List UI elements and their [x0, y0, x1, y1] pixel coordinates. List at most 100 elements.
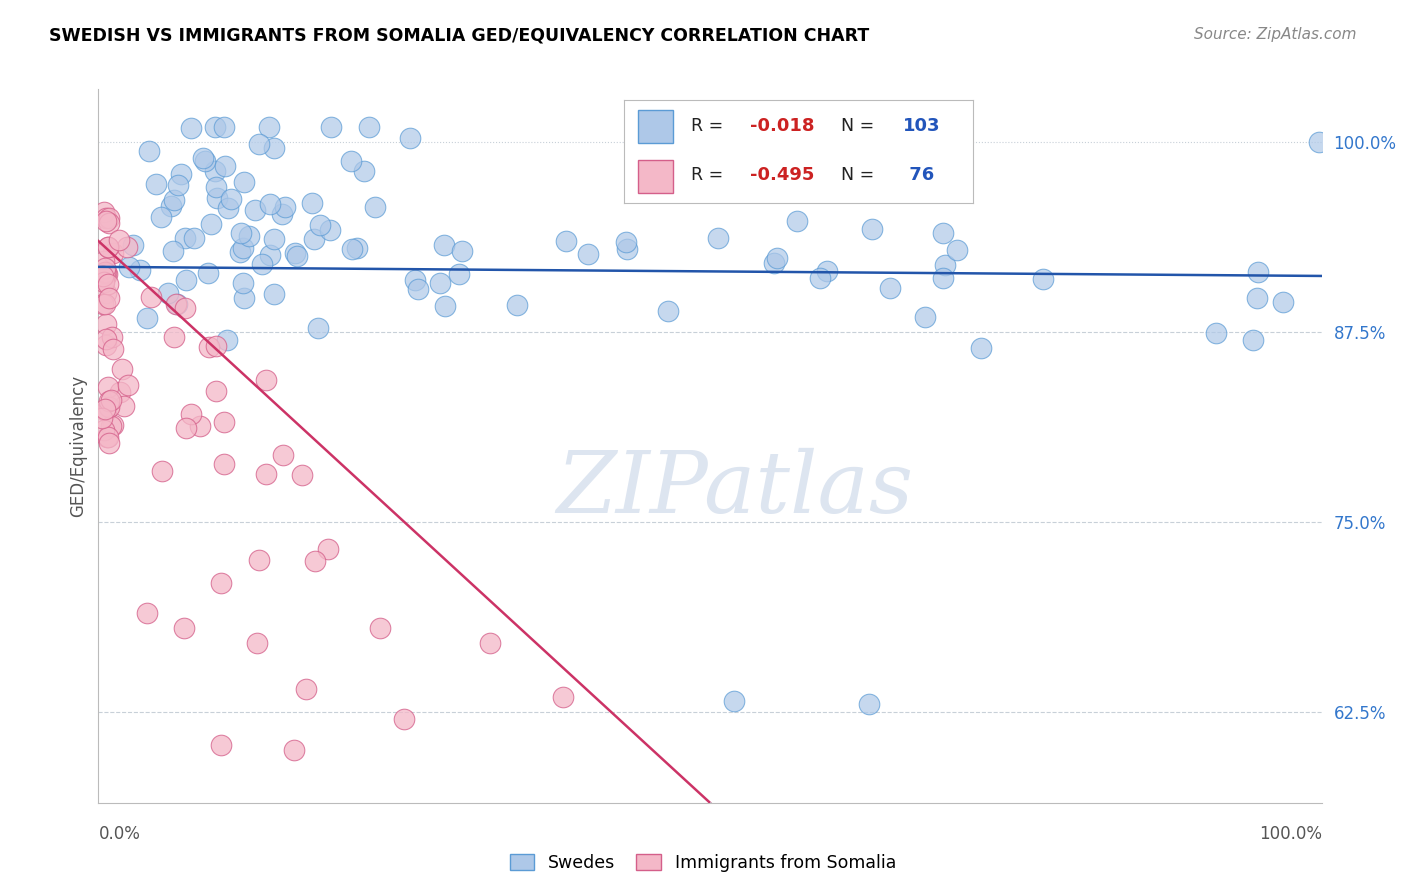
- Point: [295, 681, 318, 696]
- Point: [122, 238, 145, 252]
- Point: [553, 690, 575, 704]
- Point: [238, 229, 260, 244]
- Point: [433, 238, 456, 252]
- Point: [117, 378, 139, 392]
- Text: Source: ZipAtlas.com: Source: ZipAtlas.com: [1194, 27, 1357, 42]
- Point: [112, 399, 135, 413]
- Point: [555, 235, 578, 249]
- Point: [217, 333, 239, 347]
- Point: [766, 251, 789, 265]
- Point: [173, 301, 195, 315]
- Point: [263, 286, 285, 301]
- Point: [914, 310, 936, 324]
- Point: [209, 738, 232, 752]
- Point: [93, 272, 115, 286]
- Point: [205, 191, 228, 205]
- Point: [342, 242, 364, 256]
- Text: 100.0%: 100.0%: [1258, 825, 1322, 843]
- Point: [447, 267, 470, 281]
- Point: [96, 213, 118, 227]
- Point: [93, 254, 115, 268]
- Point: [188, 419, 211, 434]
- Point: [98, 211, 121, 225]
- Point: [97, 240, 120, 254]
- Point: [368, 621, 391, 635]
- Point: [229, 226, 252, 240]
- Point: [97, 430, 120, 444]
- Point: [194, 154, 217, 169]
- Point: [209, 575, 232, 590]
- Point: [879, 281, 901, 295]
- Point: [304, 554, 326, 568]
- Point: [243, 203, 266, 218]
- Point: [103, 342, 125, 356]
- Point: [318, 223, 340, 237]
- Point: [141, 290, 163, 304]
- Point: [862, 222, 884, 236]
- Point: [160, 199, 183, 213]
- Point: [1241, 333, 1264, 347]
- Point: [232, 291, 254, 305]
- Point: [291, 468, 314, 483]
- Point: [339, 153, 361, 168]
- Point: [307, 320, 329, 334]
- Point: [283, 742, 305, 756]
- Point: [478, 636, 501, 650]
- Point: [1271, 295, 1294, 310]
- Point: [191, 151, 214, 165]
- Point: [274, 200, 297, 214]
- Point: [263, 141, 285, 155]
- Point: [162, 244, 184, 259]
- Point: [404, 273, 426, 287]
- Point: [576, 247, 599, 261]
- Point: [250, 257, 273, 271]
- Point: [93, 275, 115, 289]
- Point: [165, 297, 187, 311]
- Point: [94, 286, 117, 301]
- Point: [163, 193, 186, 207]
- Point: [506, 297, 529, 311]
- Point: [219, 192, 242, 206]
- Point: [180, 407, 202, 421]
- Point: [98, 216, 121, 230]
- Point: [214, 159, 236, 173]
- Point: [96, 380, 118, 394]
- Point: [616, 242, 638, 256]
- Point: [363, 200, 385, 214]
- Point: [94, 318, 117, 332]
- Point: [259, 248, 281, 262]
- Point: [97, 401, 120, 415]
- Point: [96, 266, 118, 280]
- Point: [166, 296, 188, 310]
- Point: [205, 339, 228, 353]
- Point: [1247, 265, 1270, 279]
- Point: [91, 297, 114, 311]
- Point: [91, 269, 114, 284]
- Point: [392, 712, 416, 726]
- Point: [118, 260, 141, 275]
- Point: [271, 207, 294, 221]
- Point: [353, 164, 375, 178]
- Point: [657, 303, 679, 318]
- Point: [100, 330, 122, 344]
- Point: [173, 231, 195, 245]
- Point: [96, 211, 118, 226]
- Point: [205, 180, 228, 194]
- Point: [285, 249, 308, 263]
- Point: [1246, 291, 1268, 305]
- Text: SWEDISH VS IMMIGRANTS FROM SOMALIA GED/EQUIVALENCY CORRELATION CHART: SWEDISH VS IMMIGRANTS FROM SOMALIA GED/E…: [49, 27, 869, 45]
- Point: [212, 457, 235, 471]
- Point: [316, 542, 339, 557]
- Point: [200, 217, 222, 231]
- Point: [815, 264, 838, 278]
- Point: [111, 361, 134, 376]
- Point: [108, 385, 131, 400]
- Point: [1032, 272, 1054, 286]
- Point: [145, 177, 167, 191]
- Point: [163, 330, 186, 344]
- Point: [96, 267, 118, 281]
- Point: [254, 467, 277, 482]
- Point: [135, 311, 157, 326]
- Point: [173, 621, 195, 635]
- Point: [309, 219, 332, 233]
